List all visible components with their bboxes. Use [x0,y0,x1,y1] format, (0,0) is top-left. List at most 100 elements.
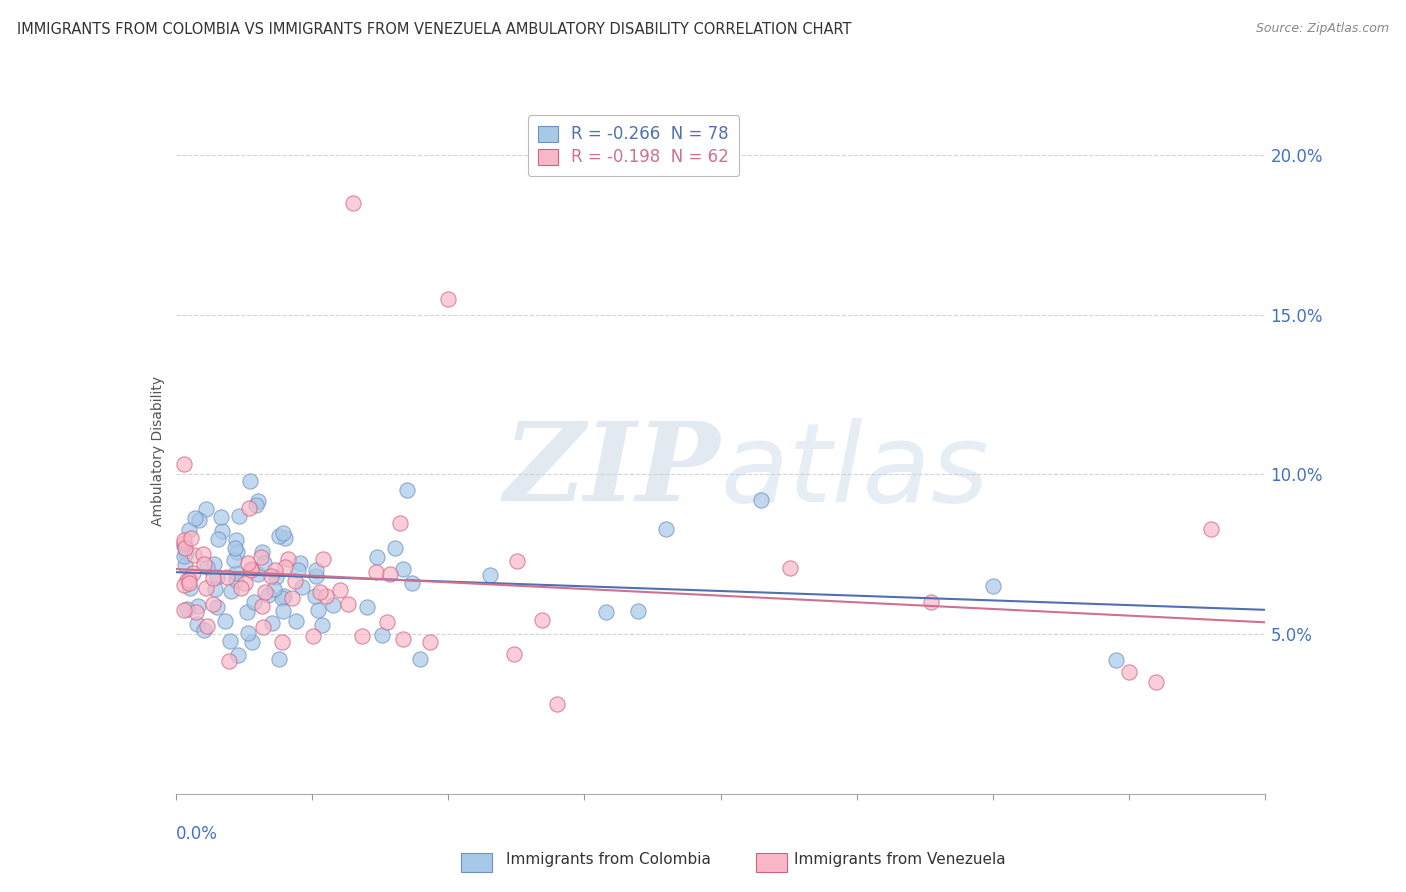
Point [350,629,373,643]
Point [240,634,263,648]
Point [195,619,218,633]
Point [626,604,648,618]
Point [224,541,246,556]
Point [315,589,337,603]
Text: atlas: atlas [721,417,990,524]
Point [271,591,294,605]
Point [920,595,942,609]
Text: ZIP: ZIP [503,417,721,524]
Point [277,551,299,566]
Point [245,498,267,512]
Point [225,574,247,588]
Point [312,552,335,566]
Point [307,603,329,617]
Point [242,595,264,609]
Point [205,570,228,584]
Point [179,531,201,545]
Point [173,539,195,553]
Point [225,566,247,580]
Point [225,533,247,547]
Point [236,556,259,570]
Point [174,558,197,572]
Point [396,483,419,498]
Point [260,569,283,583]
Point [284,574,307,588]
Point [187,599,209,613]
Point [253,557,276,571]
Point [239,474,262,488]
Y-axis label: Ambulatory Disability: Ambulatory Disability [150,376,165,525]
Point [1199,522,1222,536]
Text: Immigrants from Venezuela: Immigrants from Venezuela [794,852,1007,867]
Point [207,599,229,614]
Point [384,541,406,555]
Point [281,591,304,605]
Point [188,512,211,526]
Point [269,652,291,666]
Point [751,493,773,508]
Point [274,531,297,545]
Point [204,582,226,596]
Point [389,516,412,531]
Point [595,605,617,619]
Point [173,603,195,617]
Point [247,567,270,582]
Point [228,508,250,523]
Point [249,550,271,565]
Point [229,582,252,596]
Text: Source: ZipAtlas.com: Source: ZipAtlas.com [1256,22,1389,36]
Point [173,457,195,471]
Point [304,589,326,603]
Point [366,549,388,564]
Point [250,545,273,559]
Point [240,563,263,577]
Point [195,501,218,516]
Point [322,598,344,612]
Point [211,524,233,538]
Point [981,579,1004,593]
Point [177,573,200,587]
Text: 0.0%: 0.0% [176,825,218,843]
Point [174,545,197,559]
Point [271,604,294,618]
Point [193,624,215,638]
Point [309,584,332,599]
Point [337,597,360,611]
Point [195,582,218,596]
Point [202,571,225,585]
Point [252,620,274,634]
Point [419,635,441,649]
Point [183,548,205,562]
Point [211,510,233,524]
Point [202,557,225,571]
Text: IMMIGRANTS FROM COLOMBIA VS IMMIGRANTS FROM VENEZUELA AMBULATORY DISABILITY CORR: IMMIGRANTS FROM COLOMBIA VS IMMIGRANTS F… [17,22,852,37]
Point [254,585,277,599]
Point [503,647,526,661]
Point [201,597,224,611]
Point [219,633,242,648]
Point [173,533,195,548]
Point [655,522,678,536]
Point [329,583,352,598]
Point [506,554,529,568]
Point [371,628,394,642]
Point [173,549,195,563]
Point [378,566,401,581]
Point [257,588,280,602]
Point [179,576,201,591]
Point [239,562,262,576]
Point [236,625,259,640]
Point [356,599,378,614]
Point [267,529,290,543]
Point [1104,653,1126,667]
Point [290,557,312,571]
Point [479,568,502,582]
Point [392,632,415,647]
Point [530,613,553,627]
Point [250,599,273,613]
Legend: R = -0.266  N = 78, R = -0.198  N = 62: R = -0.266 N = 78, R = -0.198 N = 62 [527,115,740,177]
Point [408,652,430,666]
Point [266,570,288,584]
Point [179,581,201,595]
Point [391,562,413,576]
